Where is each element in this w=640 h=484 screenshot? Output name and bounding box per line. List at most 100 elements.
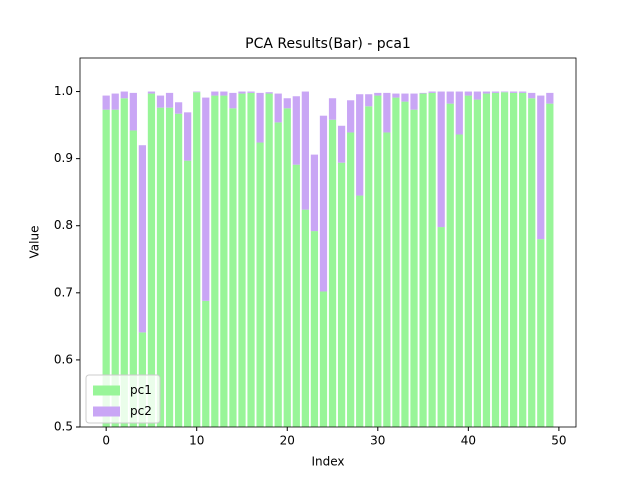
bar-segment	[238, 93, 246, 427]
bar-segment	[211, 91, 219, 96]
bar-segment	[356, 195, 364, 427]
bar-segment	[328, 98, 337, 120]
bar-segment	[147, 91, 156, 94]
y-tick-label: 1.0	[54, 84, 73, 98]
bar-segment	[374, 95, 382, 427]
bar-segment	[437, 227, 445, 427]
x-tick-label: 40	[461, 434, 476, 448]
bar-segment	[401, 93, 409, 102]
bar-segment	[473, 91, 482, 100]
bar-segment	[500, 92, 509, 427]
bar-segment	[102, 95, 110, 110]
bar-segment	[120, 98, 128, 427]
bar-segment	[419, 93, 427, 427]
y-tick-label: 0.7	[54, 285, 73, 299]
bar-segment	[247, 91, 255, 93]
bar-segment	[347, 100, 355, 133]
bar-segment	[482, 91, 491, 94]
bar-segment	[410, 93, 418, 110]
y-tick-label: 0.9	[54, 151, 73, 165]
bar-segment	[537, 95, 545, 240]
x-tick-label: 0	[102, 434, 110, 448]
bar-segment	[428, 92, 436, 427]
bar-segment	[455, 134, 463, 427]
bar-segment	[220, 91, 228, 96]
bar-segment	[111, 93, 119, 110]
bar-segment	[102, 109, 110, 427]
bar-segment	[528, 98, 536, 427]
bar-segment	[220, 95, 228, 427]
bar-segment	[184, 160, 192, 427]
legend-label: pc2	[130, 404, 152, 418]
bar-segment	[537, 239, 545, 427]
bar-segment	[509, 92, 518, 427]
bar-segment	[193, 91, 201, 93]
chart-title: PCA Results(Bar) - pca1	[245, 36, 411, 52]
bar-segment	[265, 92, 273, 94]
bar-segment	[519, 92, 527, 427]
bar-segment	[491, 91, 500, 93]
bar-segment	[256, 92, 264, 143]
bar-segment	[174, 113, 183, 427]
bar-segment	[310, 154, 319, 232]
bar-segment	[347, 132, 355, 427]
legend-label: pc1	[130, 383, 152, 397]
y-tick-label: 0.8	[54, 218, 73, 232]
bar-segment	[383, 92, 391, 133]
bar-segment	[184, 112, 192, 161]
bar-segment	[446, 103, 454, 427]
bar-segment	[392, 97, 400, 427]
bar-segment	[193, 92, 201, 427]
x-tick-label: 10	[189, 434, 204, 448]
bar-segment	[292, 164, 300, 427]
bar-segment	[283, 98, 291, 109]
bar-segment	[211, 95, 219, 427]
bar-segment	[120, 91, 128, 99]
bar-segment	[274, 93, 282, 123]
bar-segment	[202, 300, 210, 427]
bar-segment	[546, 92, 554, 104]
bar-segment	[238, 91, 246, 94]
bar-segment	[337, 125, 346, 163]
bar-segment	[374, 92, 382, 96]
legend-swatch	[93, 406, 120, 417]
bar-segment	[410, 109, 418, 427]
bar-segment	[509, 91, 518, 93]
bar-segment	[419, 92, 427, 94]
bar-segment	[328, 119, 337, 427]
y-tick-label: 0.5	[54, 420, 73, 434]
bar-segment	[138, 145, 147, 333]
bar-segment	[491, 92, 500, 427]
bar-segment	[383, 132, 391, 427]
bar-segment	[165, 107, 174, 427]
legend-swatch	[93, 385, 120, 396]
bar-segment	[401, 101, 409, 427]
bar-segment	[446, 91, 454, 104]
x-tick-label: 30	[370, 434, 385, 448]
bar-segment	[319, 115, 328, 292]
bar-segment	[129, 130, 137, 427]
bar-segment	[310, 231, 319, 427]
bar-segment	[392, 93, 400, 98]
bar-segment	[437, 91, 445, 228]
bar-segment	[500, 91, 509, 93]
bar-segment	[301, 91, 309, 210]
bar-segment	[129, 92, 137, 131]
bar-segment	[546, 103, 554, 427]
y-axis-label: Value	[28, 226, 42, 259]
bar-segment	[482, 93, 491, 427]
bar-segment	[256, 142, 264, 427]
bar-segment	[365, 94, 373, 107]
x-axis-label: Index	[311, 455, 344, 469]
bar-segment	[464, 91, 472, 96]
bar-segment	[265, 93, 273, 427]
bar-segment	[229, 108, 237, 427]
bar-segment	[519, 91, 527, 93]
bar-segment	[319, 291, 328, 427]
bar-segment	[455, 91, 463, 135]
bar-segment	[464, 95, 472, 427]
bar-segment	[111, 109, 119, 427]
bar-segment	[156, 107, 165, 427]
bar-segment	[356, 94, 364, 196]
